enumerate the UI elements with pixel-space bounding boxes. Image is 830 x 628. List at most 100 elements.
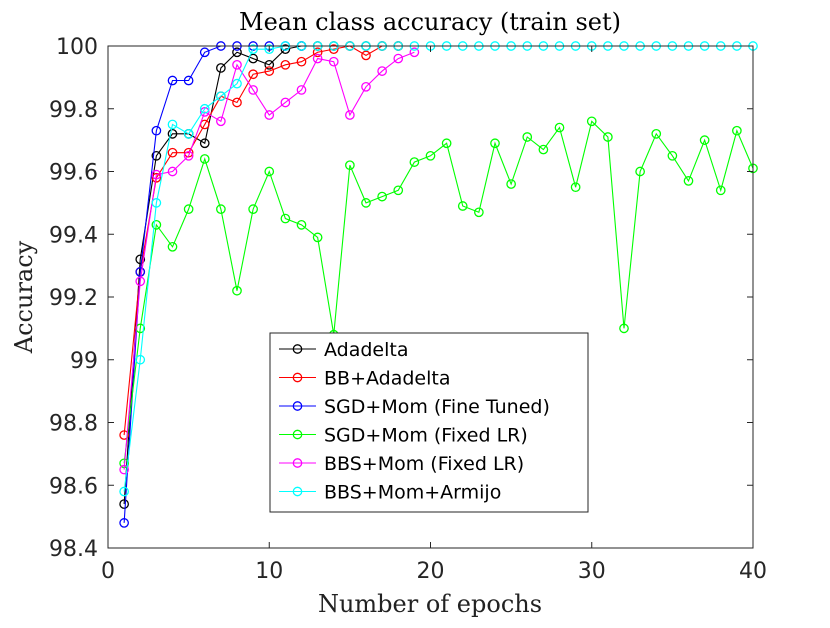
data-point bbox=[248, 69, 258, 80]
y-tick-label: 98.6 bbox=[49, 474, 98, 499]
data-point bbox=[280, 213, 291, 224]
data-point bbox=[603, 132, 613, 142]
legend-marker bbox=[292, 429, 303, 440]
series-sgd-mom-fixed-lr bbox=[119, 116, 758, 469]
data-point bbox=[377, 66, 387, 76]
data-point bbox=[538, 144, 549, 155]
data-point bbox=[232, 47, 242, 58]
data-point bbox=[232, 59, 242, 70]
data-point bbox=[167, 166, 178, 177]
data-point bbox=[474, 207, 484, 218]
legend-item: Adadelta bbox=[279, 339, 409, 361]
data-point bbox=[151, 125, 162, 136]
legend: Adadelta BB+Adadelta SGD+Mom (Fine Tuned) S… bbox=[269, 332, 589, 513]
data-point bbox=[361, 81, 371, 92]
data-point bbox=[377, 191, 387, 202]
data-point bbox=[167, 75, 178, 86]
y-tick-label: 98.8 bbox=[49, 412, 98, 437]
data-point bbox=[312, 232, 323, 243]
data-point bbox=[216, 91, 226, 102]
data-point bbox=[248, 44, 258, 54]
data-point bbox=[199, 154, 210, 164]
y-tick-label: 99 bbox=[70, 349, 98, 374]
data-point bbox=[248, 85, 258, 95]
data-point bbox=[683, 176, 694, 186]
data-point bbox=[232, 97, 242, 108]
data-point bbox=[296, 219, 307, 230]
y-tick-label: 99.2 bbox=[49, 286, 98, 311]
data-point bbox=[280, 59, 291, 70]
data-point bbox=[135, 354, 146, 365]
axes-layer: 0 10 20 30 40 98.4 98.6 98.8 99 99.2 99.4 99.6 99.8 1… bbox=[49, 35, 767, 584]
data-point bbox=[183, 147, 194, 158]
x-axis-label: Number of epochs bbox=[318, 590, 542, 618]
legend-label: BB+Adadelta bbox=[324, 368, 450, 390]
data-point bbox=[296, 56, 307, 67]
legend-item: SGD+Mom (Fixed LR) bbox=[279, 425, 528, 447]
x-tick-label: 20 bbox=[417, 559, 445, 584]
series-bbs-mom-fixed-lr bbox=[119, 47, 420, 475]
data-point bbox=[183, 150, 194, 161]
legend-label: BBS+Mom (Fixed LR) bbox=[324, 453, 524, 475]
data-point bbox=[216, 116, 226, 127]
data-point bbox=[232, 78, 242, 89]
data-point bbox=[151, 169, 162, 180]
data-point bbox=[651, 129, 662, 139]
data-point bbox=[264, 59, 275, 70]
data-point bbox=[312, 47, 323, 58]
data-point bbox=[119, 430, 129, 440]
legend-label: Adadelta bbox=[324, 339, 409, 361]
data-point bbox=[635, 166, 645, 177]
data-point bbox=[248, 204, 258, 214]
data-point bbox=[409, 157, 420, 167]
data-point bbox=[732, 125, 742, 136]
data-point bbox=[232, 285, 242, 296]
y-tick-label: 99.6 bbox=[49, 161, 98, 186]
y-tick-label: 98.4 bbox=[49, 537, 98, 562]
chart-title: Mean class accuracy (train set) bbox=[239, 8, 621, 36]
series-line-bb-adadelta bbox=[123, 45, 399, 436]
data-point bbox=[699, 135, 710, 145]
data-point bbox=[490, 138, 500, 149]
data-point bbox=[280, 44, 291, 54]
data-point bbox=[264, 110, 275, 120]
data-point bbox=[264, 66, 275, 76]
legend-marker bbox=[292, 458, 303, 468]
y-tick-label: 99.4 bbox=[49, 223, 98, 248]
legend-item: BBS+Mom+Armijo bbox=[279, 482, 501, 504]
series-line-bbs-mom-fixed-lr bbox=[123, 51, 415, 470]
legend-marker bbox=[292, 401, 303, 411]
data-point bbox=[554, 122, 565, 133]
data-point bbox=[135, 267, 146, 277]
data-point bbox=[393, 53, 404, 64]
x-tick-label: 10 bbox=[255, 559, 283, 584]
legend-marker bbox=[292, 372, 303, 383]
x-tick-label: 0 bbox=[101, 559, 115, 584]
data-point bbox=[119, 464, 129, 475]
data-point bbox=[345, 160, 355, 171]
legend-item: BB+Adadelta bbox=[279, 368, 450, 390]
data-point bbox=[264, 166, 275, 177]
legend-marker bbox=[292, 486, 303, 497]
data-point bbox=[280, 97, 291, 108]
data-point bbox=[183, 204, 194, 214]
data-point bbox=[183, 75, 194, 86]
data-point bbox=[345, 110, 355, 120]
data-point bbox=[151, 219, 162, 230]
legend-item: SGD+Mom (Fine Tuned) bbox=[279, 396, 550, 418]
data-point bbox=[328, 56, 339, 67]
data-point bbox=[361, 198, 371, 208]
data-point bbox=[199, 47, 210, 58]
data-point bbox=[457, 201, 468, 211]
data-point bbox=[119, 518, 129, 528]
data-point bbox=[151, 198, 162, 208]
data-point bbox=[393, 185, 404, 196]
data-point bbox=[361, 50, 371, 61]
x-tick-label: 40 bbox=[739, 559, 767, 584]
data-point bbox=[119, 486, 129, 497]
data-point bbox=[264, 44, 275, 54]
data-point bbox=[183, 129, 194, 139]
data-point bbox=[216, 63, 226, 73]
